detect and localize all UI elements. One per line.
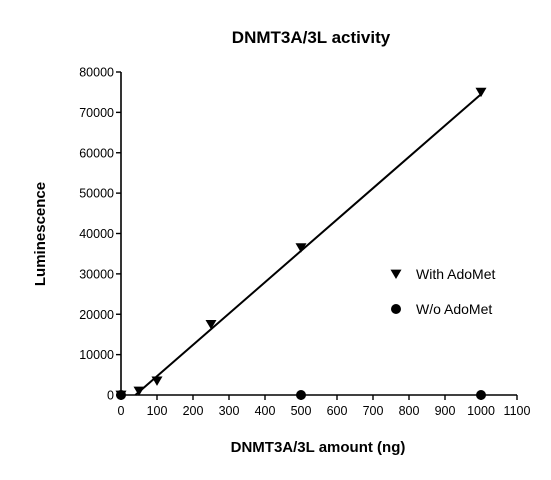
x-tick-label: 600	[327, 404, 348, 418]
legend-marker-circle	[391, 304, 401, 314]
data-point-wo-adomet	[476, 390, 486, 400]
data-point-wo-adomet	[116, 390, 126, 400]
x-axis-label: DNMT3A/3L amount (ng)	[231, 439, 406, 456]
y-axis: 0 10000 20000 30000 40000 50000 60000 70000 8000…	[79, 66, 122, 403]
fit-line-with-adomet	[134, 93, 482, 396]
data-point-wo-adomet	[296, 390, 306, 400]
x-tick-label: 400	[255, 404, 276, 418]
x-tick-label: 1100	[504, 404, 531, 418]
y-tick-label: 50000	[79, 187, 114, 201]
legend: With AdoMet W/o AdoMet	[390, 266, 495, 317]
x-tick-label: 500	[291, 404, 312, 418]
x-tick-label: 0	[118, 404, 125, 418]
x-axis: 0 100 200 300 400 500 600 700 800 900 1000 1100	[118, 394, 531, 418]
data-point-with-adomet	[295, 243, 307, 253]
legend-marker-triangle	[390, 269, 402, 279]
data-point-with-adomet	[475, 87, 487, 98]
x-tick-label: 100	[147, 404, 168, 418]
x-tick-label: 200	[183, 404, 204, 418]
plot-area	[115, 87, 487, 400]
data-point-with-adomet	[205, 319, 217, 330]
y-tick-label: 60000	[79, 146, 114, 160]
chart-title: DNMT3A/3L activity	[232, 28, 391, 47]
x-tick-label: 700	[363, 404, 384, 418]
y-tick-label: 80000	[79, 66, 114, 80]
y-tick-label: 30000	[79, 267, 114, 281]
y-axis-label: Luminescence	[32, 182, 49, 286]
x-tick-label: 900	[435, 404, 456, 418]
y-tick-label: 10000	[79, 348, 114, 362]
x-tick-label: 1000	[467, 404, 495, 418]
y-tick-label: 70000	[79, 106, 114, 120]
y-tick-label: 40000	[79, 227, 114, 241]
data-point-with-adomet	[133, 386, 145, 396]
legend-label: W/o AdoMet	[416, 301, 492, 317]
y-tick-label: 20000	[79, 308, 114, 322]
legend-label: With AdoMet	[416, 266, 495, 282]
data-point-with-adomet	[151, 376, 163, 386]
x-tick-label: 300	[219, 404, 240, 418]
x-tick-label: 800	[399, 404, 420, 418]
y-tick-label: 0	[107, 389, 114, 403]
